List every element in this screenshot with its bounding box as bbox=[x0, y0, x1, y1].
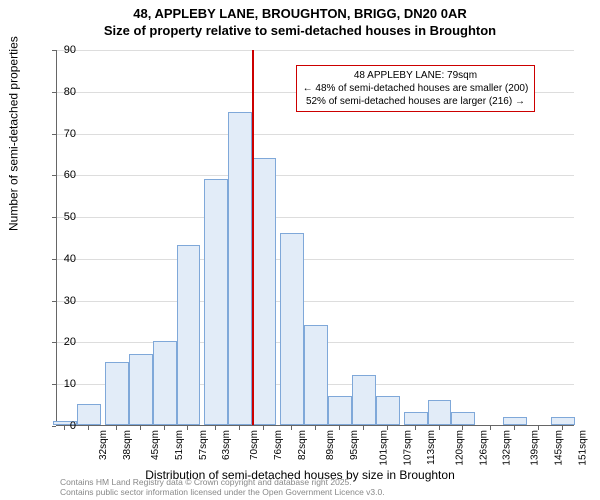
histogram-bar bbox=[204, 179, 228, 425]
y-tick-mark bbox=[52, 301, 56, 302]
histogram-bar bbox=[280, 233, 304, 425]
x-tick-mark bbox=[64, 426, 65, 430]
y-tick-mark bbox=[52, 50, 56, 51]
histogram-bar bbox=[77, 404, 101, 425]
x-tick-mark bbox=[88, 426, 89, 430]
x-tick-label: 70sqm bbox=[249, 430, 260, 460]
histogram-bar bbox=[551, 417, 575, 425]
y-tick-mark bbox=[52, 134, 56, 135]
histogram-bar bbox=[404, 412, 428, 425]
y-tick-mark bbox=[52, 259, 56, 260]
gridline bbox=[57, 134, 574, 135]
x-tick-mark bbox=[339, 426, 340, 430]
x-tick-label: 95sqm bbox=[349, 430, 360, 460]
x-tick-label: 132sqm bbox=[502, 430, 513, 466]
histogram-bar bbox=[177, 245, 201, 425]
credits-line-2: Contains public sector information licen… bbox=[60, 488, 385, 498]
x-tick-label: 89sqm bbox=[325, 430, 336, 460]
x-tick-mark bbox=[462, 426, 463, 430]
y-tick-label: 0 bbox=[54, 420, 76, 432]
histogram-bar bbox=[352, 375, 376, 425]
x-tick-mark bbox=[363, 426, 364, 430]
x-tick-mark bbox=[116, 426, 117, 430]
x-tick-mark bbox=[439, 426, 440, 430]
y-tick-label: 20 bbox=[54, 336, 76, 348]
y-tick-label: 10 bbox=[54, 378, 76, 390]
histogram-bar bbox=[153, 341, 177, 425]
x-tick-label: 126sqm bbox=[478, 430, 489, 466]
histogram-bar bbox=[304, 325, 328, 425]
y-tick-mark bbox=[52, 175, 56, 176]
x-tick-mark bbox=[215, 426, 216, 430]
chart-title-sub: Size of property relative to semi-detach… bbox=[0, 23, 600, 38]
histogram-bar bbox=[252, 158, 276, 425]
x-tick-label: 63sqm bbox=[222, 430, 233, 460]
x-tick-mark bbox=[140, 426, 141, 430]
x-tick-label: 120sqm bbox=[454, 430, 465, 466]
histogram-bar bbox=[451, 412, 475, 425]
chart-title-block: 48, APPLEBY LANE, BROUGHTON, BRIGG, DN20… bbox=[0, 6, 600, 38]
x-tick-label: 32sqm bbox=[98, 430, 109, 460]
x-tick-mark bbox=[187, 426, 188, 430]
y-axis-title: Number of semi-detached properties bbox=[6, 36, 20, 231]
y-tick-label: 30 bbox=[54, 295, 76, 307]
x-tick-label: 57sqm bbox=[198, 430, 209, 460]
reference-line bbox=[252, 50, 254, 425]
plot-area: 48 APPLEBY LANE: 79sqm← 48% of semi-deta… bbox=[56, 50, 574, 426]
x-tick-mark bbox=[538, 426, 539, 430]
histogram-bar bbox=[228, 112, 252, 425]
histogram-bar bbox=[328, 396, 352, 425]
x-tick-label: 76sqm bbox=[273, 430, 284, 460]
x-tick-label: 107sqm bbox=[402, 430, 413, 466]
histogram-chart: 48, APPLEBY LANE, BROUGHTON, BRIGG, DN20… bbox=[0, 0, 600, 500]
x-tick-label: 38sqm bbox=[122, 430, 133, 460]
x-tick-label: 151sqm bbox=[578, 430, 589, 466]
y-tick-label: 60 bbox=[54, 169, 76, 181]
gridline bbox=[57, 175, 574, 176]
annotation-line: ← 48% of semi-detached houses are smalle… bbox=[303, 82, 529, 95]
x-tick-mark bbox=[263, 426, 264, 430]
x-tick-mark bbox=[387, 426, 388, 430]
annotation-line: 52% of semi-detached houses are larger (… bbox=[303, 95, 529, 108]
y-tick-label: 80 bbox=[54, 86, 76, 98]
x-tick-label: 101sqm bbox=[378, 430, 389, 466]
credits-block: Contains HM Land Registry data © Crown c… bbox=[60, 478, 385, 498]
y-tick-mark bbox=[52, 426, 56, 427]
x-tick-mark bbox=[164, 426, 165, 430]
histogram-bar bbox=[428, 400, 452, 425]
x-tick-mark bbox=[415, 426, 416, 430]
histogram-bar bbox=[129, 354, 153, 425]
x-tick-label: 113sqm bbox=[426, 430, 437, 465]
gridline bbox=[57, 259, 574, 260]
annotation-line: 48 APPLEBY LANE: 79sqm bbox=[303, 69, 529, 82]
x-tick-label: 51sqm bbox=[174, 430, 185, 460]
histogram-bar bbox=[105, 362, 129, 425]
x-tick-mark bbox=[291, 426, 292, 430]
x-tick-label: 145sqm bbox=[554, 430, 565, 466]
y-tick-label: 40 bbox=[54, 253, 76, 265]
x-tick-mark bbox=[514, 426, 515, 430]
y-tick-label: 90 bbox=[54, 44, 76, 56]
y-tick-mark bbox=[52, 384, 56, 385]
y-tick-mark bbox=[52, 342, 56, 343]
y-tick-mark bbox=[52, 217, 56, 218]
x-tick-label: 45sqm bbox=[150, 430, 161, 460]
gridline bbox=[57, 217, 574, 218]
x-tick-mark bbox=[239, 426, 240, 430]
annotation-box: 48 APPLEBY LANE: 79sqm← 48% of semi-deta… bbox=[296, 65, 536, 112]
x-tick-label: 82sqm bbox=[297, 430, 308, 460]
x-tick-mark bbox=[315, 426, 316, 430]
y-tick-label: 50 bbox=[54, 211, 76, 223]
x-tick-mark bbox=[562, 426, 563, 430]
histogram-bar bbox=[503, 417, 527, 425]
x-tick-mark bbox=[490, 426, 491, 430]
gridline bbox=[57, 301, 574, 302]
gridline bbox=[57, 50, 574, 51]
y-tick-label: 70 bbox=[54, 128, 76, 140]
y-tick-mark bbox=[52, 92, 56, 93]
chart-title-main: 48, APPLEBY LANE, BROUGHTON, BRIGG, DN20… bbox=[0, 6, 600, 21]
histogram-bar bbox=[376, 396, 400, 425]
x-tick-label: 139sqm bbox=[530, 430, 541, 466]
